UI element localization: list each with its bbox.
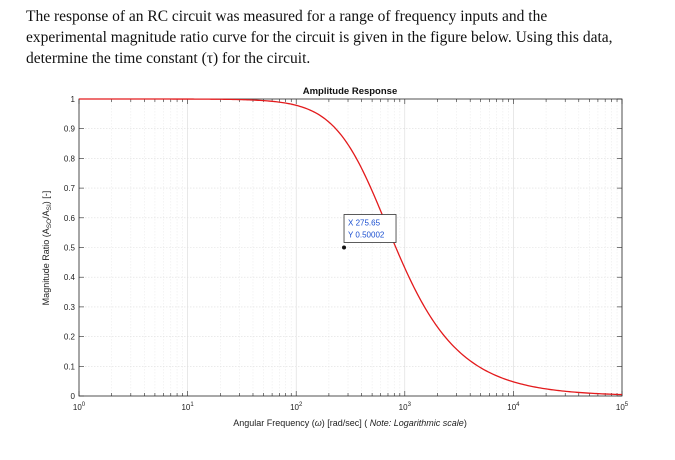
y-tick-label: 0.7 — [64, 184, 76, 193]
y-tick-label: 0.5 — [64, 244, 76, 253]
x-tick-label: 103 — [399, 402, 412, 412]
y-tick-label: 0.3 — [64, 303, 76, 312]
x-tick-label: 105 — [616, 402, 629, 412]
x-tick-label: 102 — [290, 402, 303, 412]
x-tick-label: 101 — [181, 402, 194, 412]
y-tick-label: 1 — [71, 95, 76, 104]
grid-lines — [78, 99, 623, 396]
curve-layer — [79, 98, 623, 396]
question-line-1: The response of an RC circuit was measur… — [26, 8, 548, 25]
x-tick-label: 100 — [73, 402, 86, 412]
question-line-2: experimental magnitude ratio curve for t… — [26, 29, 613, 46]
y-tick-label: 0.4 — [64, 273, 76, 282]
y-axis-title: Magnitude Ratio (ASO/ASI) [-] — [41, 191, 53, 306]
y-tick-label: 0.8 — [64, 154, 76, 163]
y-tick-label: 0.9 — [64, 125, 76, 134]
magnitude-ratio-curve — [79, 98, 623, 396]
datatip[interactable]: X 275.65 Y 0.50002 — [342, 214, 397, 250]
datatip-y-value: Y 0.50002 — [348, 230, 385, 239]
x-tick-label: 104 — [507, 402, 520, 412]
datatip-box — [343, 214, 397, 243]
y-tick-label: 0 — [71, 392, 76, 401]
chart-title: Amplitude Response — [303, 86, 398, 97]
question-line-3: determine the time constant (τ) for the … — [26, 50, 311, 67]
x-axis-title: Angular Frequency (ω) [rad/sec] ( Note: … — [233, 418, 467, 428]
y-tick-label: 0.6 — [64, 214, 76, 223]
question-text: The response of an RC circuit was measur… — [26, 6, 666, 69]
datatip-x-value: X 275.65 — [348, 218, 381, 227]
y-tick-label: 0.1 — [64, 362, 76, 371]
y-tick-label: 0.2 — [64, 333, 76, 342]
axis-labels: 100 101 102 103 104 105 0 0.1 0.2 0.3 0.4 0.5 0.6 0.7… — [64, 95, 629, 412]
plot-frame — [78, 98, 623, 397]
datatip-marker — [342, 245, 347, 250]
